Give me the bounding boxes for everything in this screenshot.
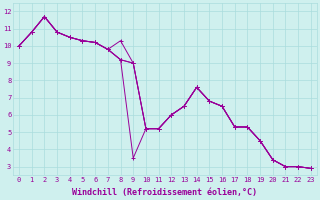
X-axis label: Windchill (Refroidissement éolien,°C): Windchill (Refroidissement éolien,°C) [72, 188, 258, 197]
